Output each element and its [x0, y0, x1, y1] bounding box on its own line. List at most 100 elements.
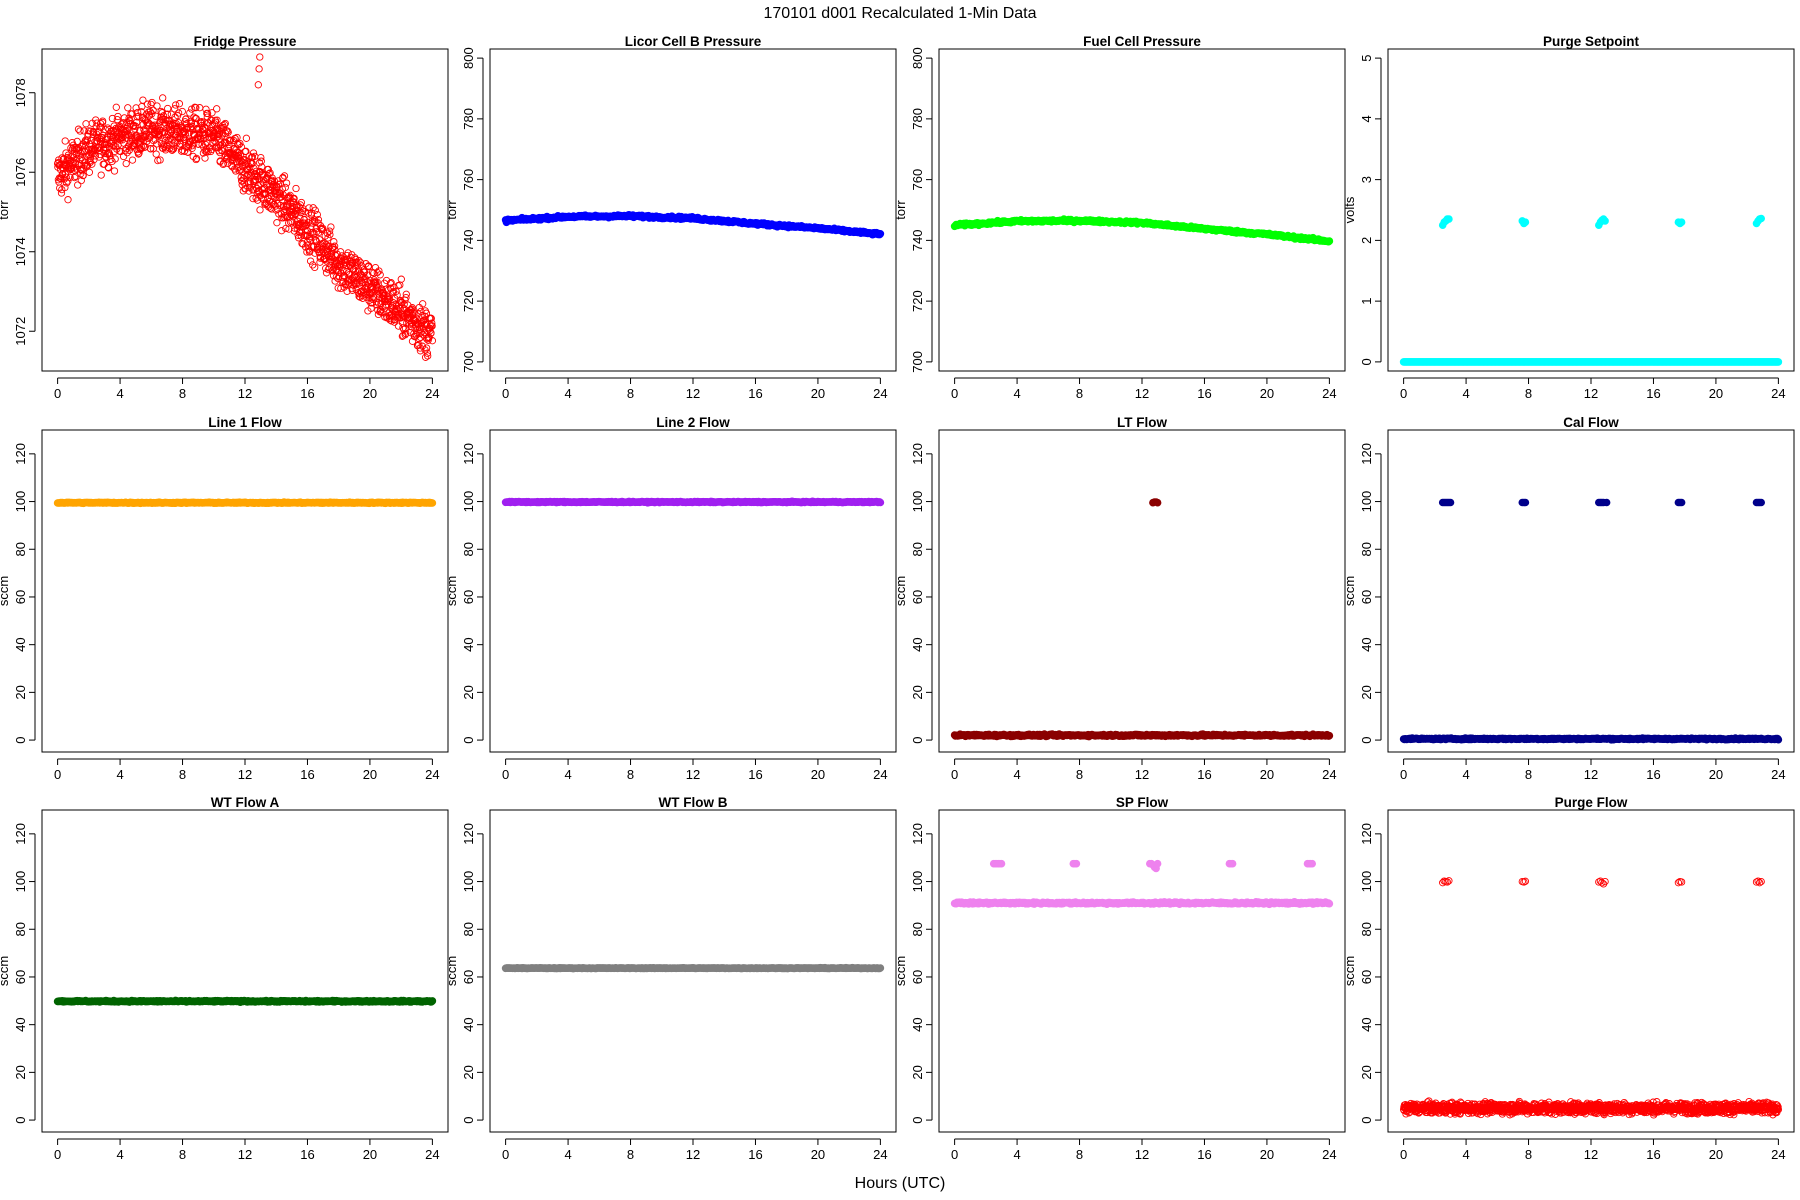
- data-point: [76, 149, 85, 157]
- data-point: [163, 110, 172, 118]
- data-point: [77, 176, 85, 185]
- y-tick-label: 60: [13, 590, 28, 604]
- data-point: [367, 304, 375, 312]
- x-tick-label: 16: [1646, 386, 1660, 401]
- x-tick-label: 16: [748, 767, 762, 782]
- data-point: [418, 342, 427, 350]
- x-tick-label: 24: [425, 386, 439, 401]
- y-tick-label: 20: [13, 685, 28, 699]
- x-tick-label: 24: [1771, 386, 1785, 401]
- data-point: [250, 177, 258, 186]
- data-point: [324, 265, 332, 274]
- y-tick-label: 80: [13, 542, 28, 556]
- y-tick-label: 1078: [13, 78, 28, 107]
- data-point: [123, 126, 132, 134]
- data-point: [270, 192, 278, 200]
- data-point: [168, 146, 176, 154]
- x-tick-label: 20: [1260, 767, 1274, 782]
- data-point: [235, 141, 243, 149]
- data-point: [164, 104, 172, 113]
- data-point: [76, 127, 84, 135]
- data-point: [240, 155, 249, 164]
- data-point: [119, 119, 127, 127]
- data-point: [249, 194, 257, 203]
- data-points: [950, 498, 1334, 741]
- y-tick-label: 4: [1359, 115, 1374, 122]
- data-point: [252, 167, 260, 175]
- y-tick-label: 120: [13, 443, 28, 465]
- data-point: [159, 94, 167, 102]
- data-point: [306, 257, 315, 265]
- y-axis-label: sccm: [444, 576, 459, 606]
- data-point: [143, 100, 152, 108]
- y-tick-label: 5: [1359, 54, 1374, 61]
- data-point: [1757, 214, 1765, 223]
- x-tick-label: 8: [627, 767, 634, 782]
- data-point: [306, 236, 314, 244]
- data-point: [264, 165, 272, 174]
- data-point: [257, 157, 265, 165]
- x-tick-label: 20: [811, 767, 825, 782]
- data-point: [157, 107, 165, 116]
- data-point: [169, 145, 178, 153]
- data-point: [1153, 498, 1162, 507]
- data-point: [111, 155, 119, 163]
- data-point: [192, 154, 201, 163]
- plot-frame: [41, 429, 449, 753]
- x-tick-label: 24: [425, 767, 439, 782]
- data-point: [91, 152, 100, 160]
- data-point: [164, 136, 173, 145]
- data-point: [57, 189, 66, 197]
- y-tick-label: 100: [13, 491, 28, 513]
- data-point: [187, 119, 196, 127]
- data-point: [70, 173, 79, 182]
- data-point: [99, 117, 107, 125]
- data-point: [254, 81, 262, 89]
- data-point: [213, 116, 221, 124]
- y-tick-label: 700: [461, 351, 476, 373]
- data-point: [110, 167, 119, 175]
- data-point: [138, 135, 146, 143]
- data-point: [352, 280, 360, 289]
- data-point: [135, 149, 143, 157]
- data-point: [152, 150, 160, 158]
- data-point: [113, 115, 121, 124]
- data-point: [246, 163, 254, 171]
- x-tick-label: 4: [1462, 386, 1469, 401]
- data-point: [242, 147, 250, 155]
- data-point: [290, 194, 298, 203]
- data-point: [428, 499, 437, 507]
- data-point: [153, 140, 161, 148]
- data-point: [142, 110, 151, 118]
- data-point: [282, 179, 291, 187]
- data-point: [252, 194, 260, 202]
- data-point: [147, 145, 155, 153]
- data-point: [153, 102, 161, 110]
- data-point: [408, 337, 417, 345]
- plot-frame: [41, 48, 449, 372]
- y-tick-label: 3: [1359, 176, 1374, 183]
- y-tick-label: 720: [461, 290, 476, 312]
- data-point: [277, 227, 286, 235]
- data-point: [373, 301, 381, 309]
- data-point: [377, 285, 386, 293]
- data-point: [175, 100, 184, 108]
- data-point: [205, 144, 214, 152]
- data-point: [402, 329, 410, 338]
- x-tick-label: 8: [179, 386, 186, 401]
- x-tick-label: 12: [1135, 767, 1149, 782]
- data-point: [78, 147, 86, 155]
- y-tick-label: 800: [461, 47, 476, 69]
- x-tick-label: 12: [1135, 386, 1149, 401]
- x-tick-label: 16: [748, 386, 762, 401]
- y-axis-label: torr: [444, 200, 459, 220]
- data-point: [192, 104, 200, 112]
- x-tick-label: 0: [54, 386, 61, 401]
- x-tick-label: 12: [238, 386, 252, 401]
- data-point: [376, 271, 384, 279]
- data-point: [132, 118, 141, 127]
- y-tick-label: 0: [910, 736, 925, 743]
- data-point: [297, 209, 305, 217]
